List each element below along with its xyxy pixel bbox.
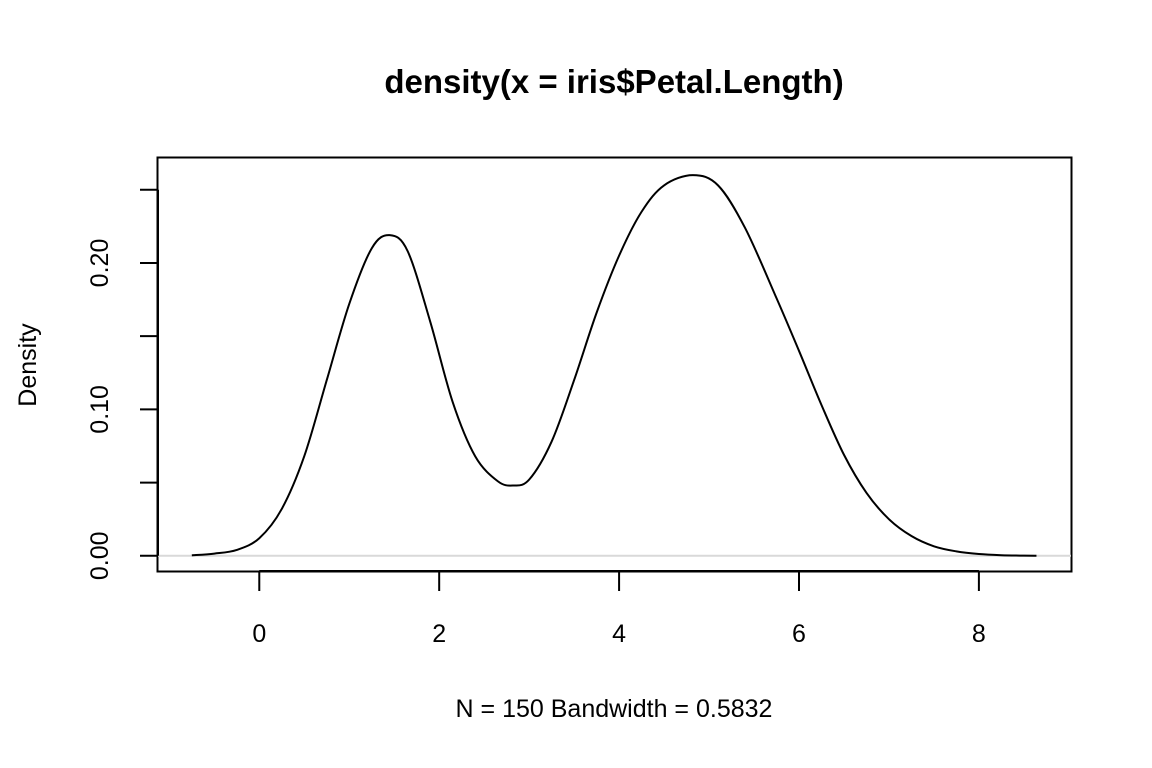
x-tick-label: 0 — [252, 620, 266, 648]
density-curve — [191, 174, 1037, 557]
x-axis-label: N = 150 Bandwidth = 0.5832 — [456, 695, 773, 723]
y-tick-label: 0.10 — [86, 385, 114, 434]
y-tick-label: 0.20 — [86, 239, 114, 288]
density-series — [191, 174, 1037, 557]
y-tick-label: 0.00 — [86, 531, 114, 580]
x-tick-label: 6 — [792, 620, 806, 648]
chart-title: density(x = iris$Petal.Length) — [384, 63, 843, 100]
y-axis-label: Density — [14, 323, 42, 407]
x-tick-label: 2 — [432, 620, 446, 648]
y-axis: 0.00 0.10 0.20 — [86, 188, 159, 580]
x-tick-label: 8 — [972, 620, 986, 648]
plot-frame — [156, 156, 1073, 573]
x-axis: 0 2 4 6 8 — [252, 570, 986, 648]
x-tick-label: 4 — [612, 620, 626, 648]
